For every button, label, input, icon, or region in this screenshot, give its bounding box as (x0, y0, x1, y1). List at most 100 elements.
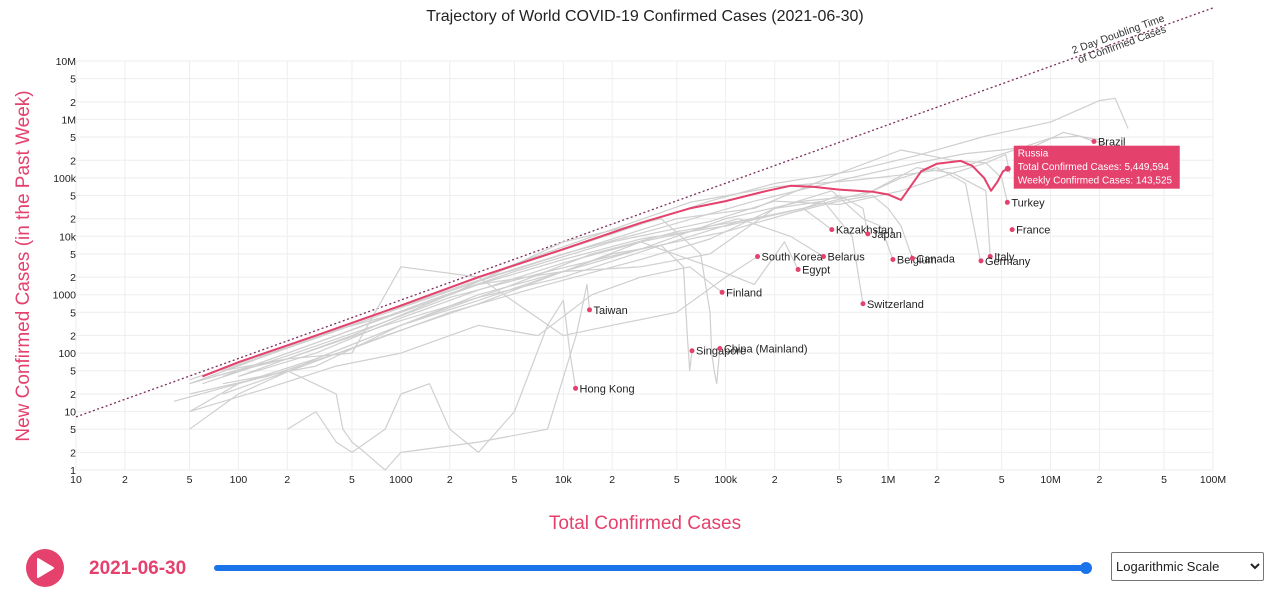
y-tick-label: 1000 (53, 290, 77, 302)
x-tick-label: 10M (1040, 474, 1060, 486)
country-label: Singapore (696, 346, 746, 358)
russia-point (1004, 165, 1011, 172)
country-label: Belarus (828, 252, 866, 264)
y-tick-label: 2 (70, 447, 76, 459)
x-tick-label: 100M (1200, 474, 1226, 486)
country-point (586, 307, 592, 313)
y-tick-label: 10k (59, 231, 77, 243)
country-label: Belgium (897, 255, 937, 267)
play-icon (36, 558, 54, 578)
country-label: Turkey (1011, 197, 1045, 209)
country-point (909, 255, 915, 261)
country-point (860, 301, 866, 307)
country-label: Japan (872, 229, 902, 241)
slider-thumb[interactable] (1080, 562, 1092, 574)
x-tick-label: 1M (881, 474, 896, 486)
country-label: Finland (726, 287, 762, 299)
country-trajectory (189, 283, 591, 471)
country-point (573, 385, 579, 391)
playback-controls: 2021-06-30 Logarithmic ScaleLinear Scale (0, 545, 1280, 593)
country-trajectory (222, 255, 758, 372)
current-date: 2021-06-30 (89, 558, 187, 579)
y-tick-label: 5 (70, 190, 76, 202)
country-trajectory (286, 299, 577, 453)
y-tick-label: 5 (70, 366, 76, 378)
scale-select[interactable]: Logarithmic ScaleLinear Scale (1111, 552, 1264, 581)
timeline-slider[interactable] (214, 562, 1092, 574)
country-label: Hong Kong (580, 383, 635, 395)
country-label: Italy (994, 252, 1015, 264)
country-point (1091, 138, 1097, 144)
country-label: France (1016, 225, 1050, 237)
country-point (1004, 199, 1010, 205)
y-tick-label: 5 (70, 424, 76, 436)
russia-trajectory (202, 159, 1009, 378)
x-tick-label: 5 (1161, 474, 1167, 486)
y-tick-label: 100k (53, 173, 77, 185)
country-label: Kazakhstan (836, 225, 893, 237)
country-point (719, 289, 725, 295)
y-tick-label: 2 (70, 331, 76, 343)
y-tick-label: 2 (70, 155, 76, 167)
x-tick-label: 5 (674, 474, 680, 486)
x-axis-title: Total Confirmed Cases (548, 513, 742, 534)
country-label: Canada (916, 253, 955, 265)
chart-title: Trajectory of World COVID-19 Confirmed C… (426, 8, 864, 25)
country-trajectory (222, 241, 799, 395)
tooltip-box (1013, 145, 1180, 189)
y-tick-label: 2 (70, 97, 76, 109)
y-tick-label: 5 (70, 307, 76, 319)
country-point (978, 258, 984, 264)
country-trajectory (238, 218, 721, 385)
x-tick-label: 5 (836, 474, 842, 486)
x-tick-label: 2 (122, 474, 128, 486)
y-tick-label: 10M (56, 56, 76, 68)
y-tick-label: 5 (70, 132, 76, 144)
country-label: Egypt (802, 265, 830, 277)
highlight-series (202, 159, 1011, 378)
y-tick-label: 2 (70, 272, 76, 284)
x-tick-label: 10k (555, 474, 573, 486)
country-trajectory (222, 200, 864, 377)
country-point (717, 346, 723, 352)
country-trajectory (189, 266, 723, 413)
background-series (173, 97, 1129, 471)
y-tick-label: 10 (64, 407, 76, 419)
country-label: Switzerland (867, 299, 924, 311)
doubling-time-line (75, 7, 1214, 418)
country-label: Germany (985, 256, 1031, 268)
country-point (689, 348, 695, 354)
x-tick-label: 100k (714, 474, 738, 486)
x-tick-label: 2 (1097, 474, 1103, 486)
country-label: South Korea (762, 252, 824, 264)
y-tick-label: 1M (61, 114, 76, 126)
country-trajectory (189, 207, 833, 430)
trajectory-chart: 10 2 5 100 2 5 1000 2 5 10k 2 5 100k 2 5 1M 2 5 10M 2 5 100M 1… (53, 7, 1226, 486)
country-trajectory (238, 218, 824, 377)
play-button[interactable] (26, 549, 64, 587)
x-tick-label: 5 (511, 474, 517, 486)
country-point (821, 254, 827, 260)
y-tick-label: 2 (70, 389, 76, 401)
country-point (1009, 227, 1015, 233)
x-tick-label: 2 (609, 474, 615, 486)
country-label: Taiwan (593, 305, 627, 317)
country-trajectory (189, 190, 894, 395)
country-trajectory (222, 244, 693, 385)
country-point (795, 267, 801, 273)
country-point (865, 231, 871, 237)
country-point (829, 227, 835, 233)
x-tick-label: 2 (284, 474, 290, 486)
x-tick-label: 5 (187, 474, 193, 486)
country-label: China (Mainland) (724, 344, 808, 356)
tooltip-weekly: Weekly Confirmed Cases: 143,525 (1018, 176, 1173, 187)
y-tick-label: 1 (70, 465, 76, 477)
x-tick-label: 2 (934, 474, 940, 486)
tooltip-total: Total Confirmed Cases: 5,449,594 (1018, 162, 1170, 173)
tooltip: Russia Total Confirmed Cases: 5,449,594 We… (1013, 145, 1180, 189)
country-label: Brazil (1098, 136, 1126, 148)
x-tick-label: 2 (772, 474, 778, 486)
y-tick-label: 2 (70, 214, 76, 226)
y-tick-label: 5 (70, 74, 76, 86)
